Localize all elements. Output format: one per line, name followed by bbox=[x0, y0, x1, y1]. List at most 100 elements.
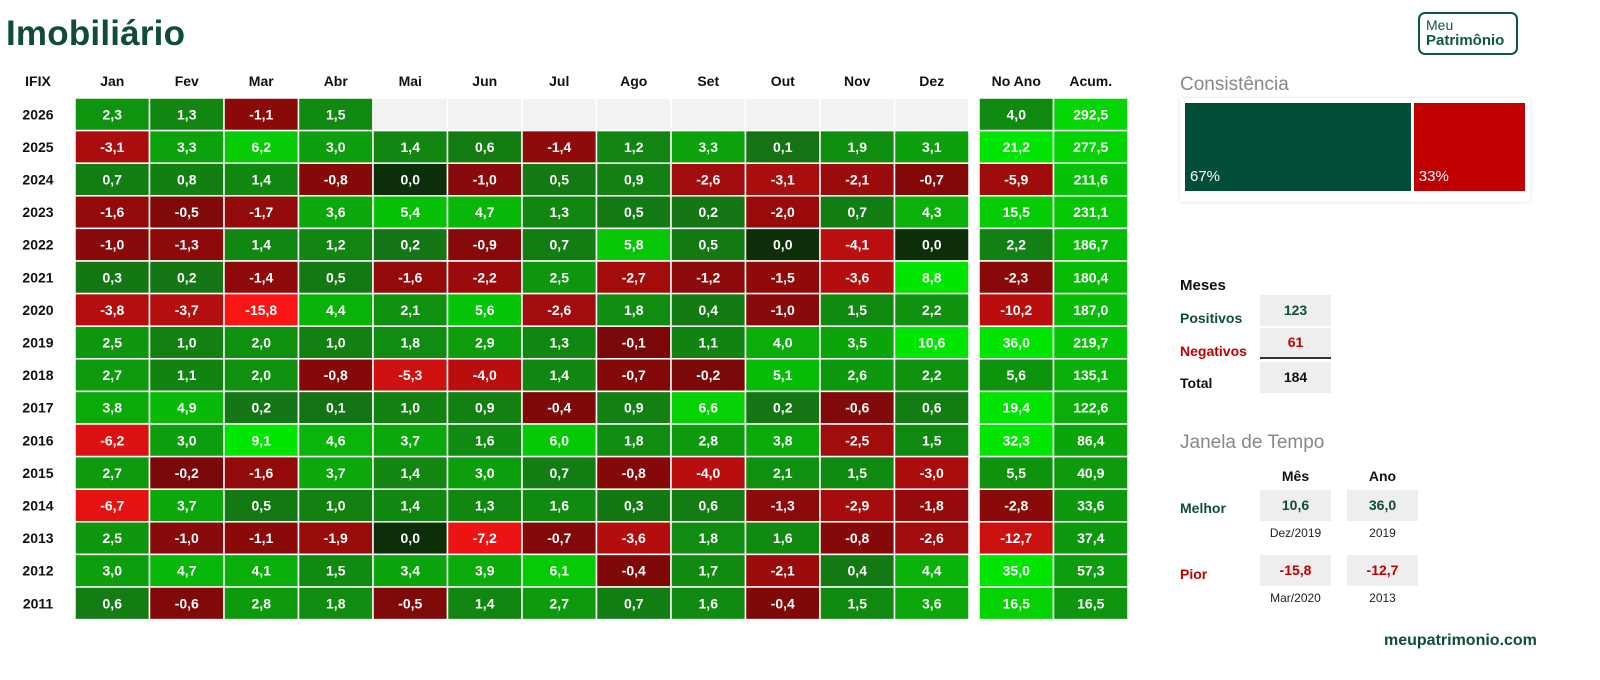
heatmap-cell bbox=[744, 325, 821, 360]
cell-value: 2,7 bbox=[103, 465, 123, 481]
no-ano-value: 19,4 bbox=[1003, 400, 1030, 416]
cell-value: 1,2 bbox=[624, 139, 644, 155]
site-link[interactable]: meupatrimonio.com bbox=[1384, 632, 1537, 649]
cell-value: 0,2 bbox=[252, 400, 272, 416]
heatmap-cell bbox=[372, 390, 449, 425]
acum-cell bbox=[1052, 390, 1129, 425]
heatmap-cell bbox=[521, 195, 598, 230]
cell-value: -2,5 bbox=[845, 432, 869, 448]
heatmap-cell bbox=[670, 521, 747, 556]
no-ano-value: 36,0 bbox=[1003, 335, 1030, 351]
heatmap-cell bbox=[446, 227, 523, 262]
cell-value: 3,8 bbox=[773, 432, 793, 448]
acum-value: 122,6 bbox=[1073, 400, 1108, 416]
acum-cell bbox=[1052, 358, 1129, 393]
heatmap-cell bbox=[893, 129, 970, 164]
heatmap-cell bbox=[670, 129, 747, 164]
cell-value: 2,7 bbox=[103, 367, 123, 383]
no-ano-cell bbox=[978, 455, 1055, 490]
cell-value: -0,2 bbox=[696, 367, 720, 383]
cell-value: 0,5 bbox=[699, 237, 719, 253]
cell-value: -1,0 bbox=[473, 172, 497, 188]
cell-value: 2,2 bbox=[922, 367, 942, 383]
heatmap-cell bbox=[446, 162, 523, 197]
cell-value: 0,0 bbox=[401, 530, 421, 546]
heatmap-cell bbox=[744, 390, 821, 425]
heatmap-cell bbox=[297, 292, 374, 327]
acum-cell bbox=[1052, 423, 1129, 458]
heatmap-cell bbox=[595, 586, 672, 621]
negativos-count: 61 bbox=[1260, 328, 1331, 359]
consistencia-title: Consistência bbox=[1180, 74, 1289, 95]
heatmap-cell bbox=[223, 390, 300, 425]
cell-value: -1,5 bbox=[771, 269, 795, 285]
cell-value: -1,0 bbox=[175, 530, 199, 546]
acum-cell bbox=[1052, 129, 1129, 164]
heatmap-cell bbox=[744, 292, 821, 327]
acum-value: 135,1 bbox=[1073, 367, 1108, 383]
cell-value: 1,4 bbox=[401, 139, 421, 155]
heatmap-cell bbox=[372, 423, 449, 458]
heatmap-cell bbox=[74, 521, 151, 556]
empty-cell bbox=[595, 97, 672, 132]
cell-value: 3,6 bbox=[922, 595, 942, 611]
cell-value: 1,7 bbox=[699, 563, 719, 579]
row-year-label: 2015 bbox=[22, 465, 53, 481]
heatmap-cell bbox=[521, 227, 598, 262]
melhor-mes-date: Dez/2019 bbox=[1269, 526, 1322, 540]
cell-value: -0,8 bbox=[324, 367, 348, 383]
no-ano-cell bbox=[978, 586, 1055, 621]
cell-value: -3,1 bbox=[100, 139, 124, 155]
summary-column-header: Acum. bbox=[1069, 73, 1112, 89]
heatmap-cell bbox=[521, 390, 598, 425]
cell-value: 3,4 bbox=[401, 563, 421, 579]
heatmap-cell bbox=[148, 97, 225, 132]
cell-value: 8,8 bbox=[922, 269, 942, 285]
heatmap-cell bbox=[297, 586, 374, 621]
cell-value: 4,9 bbox=[177, 400, 197, 416]
cell-value: 3,0 bbox=[103, 563, 123, 579]
cell-value: -1,6 bbox=[398, 269, 422, 285]
row-year-label: 2022 bbox=[22, 237, 53, 253]
acum-cell bbox=[1052, 586, 1129, 621]
consistencia-positive-bar: 67% bbox=[1185, 103, 1411, 191]
no-ano-cell bbox=[978, 325, 1055, 360]
heatmap-cell bbox=[148, 129, 225, 164]
cell-value: 0,8 bbox=[177, 172, 197, 188]
heatmap-cell bbox=[521, 488, 598, 523]
cell-value: -1,7 bbox=[249, 204, 273, 220]
cell-value: 3,0 bbox=[475, 465, 495, 481]
cell-value: 6,1 bbox=[550, 563, 570, 579]
corner-label: IFIX bbox=[25, 73, 51, 89]
cell-value: 4,3 bbox=[922, 204, 942, 220]
cell-value: 1,8 bbox=[401, 335, 421, 351]
cell-value: 1,5 bbox=[848, 302, 868, 318]
heatmap-cell bbox=[744, 586, 821, 621]
heatmap-cell bbox=[744, 260, 821, 295]
cell-value: 4,7 bbox=[475, 204, 495, 220]
heatmap-cell bbox=[372, 455, 449, 490]
cell-value: -1,6 bbox=[249, 465, 273, 481]
heatmap-cell bbox=[893, 260, 970, 295]
heatmap-cell bbox=[74, 162, 151, 197]
row-year-label: 2024 bbox=[22, 172, 53, 188]
cell-value: 0,7 bbox=[550, 237, 570, 253]
consistencia-chart: 67% 33% bbox=[1180, 98, 1530, 202]
heatmap-cell bbox=[297, 358, 374, 393]
heatmap-cell bbox=[670, 358, 747, 393]
row-year-label: 2017 bbox=[22, 400, 53, 416]
column-header: Mar bbox=[249, 73, 274, 89]
cell-value: -0,5 bbox=[175, 204, 199, 220]
heatmap-cell bbox=[670, 195, 747, 230]
acum-cell bbox=[1052, 162, 1129, 197]
acum-value: 231,1 bbox=[1073, 204, 1108, 220]
cell-value: 0,5 bbox=[550, 172, 570, 188]
cell-value: 0,9 bbox=[624, 400, 644, 416]
cell-value: 1,3 bbox=[475, 498, 495, 514]
cell-value: 1,5 bbox=[326, 563, 346, 579]
heatmap-cell bbox=[521, 129, 598, 164]
brand-logo[interactable]: Meu Patrimônio bbox=[1418, 12, 1518, 55]
cell-value: -15,8 bbox=[245, 302, 277, 318]
cell-value: 4,1 bbox=[252, 563, 272, 579]
heatmap-cell bbox=[744, 227, 821, 262]
